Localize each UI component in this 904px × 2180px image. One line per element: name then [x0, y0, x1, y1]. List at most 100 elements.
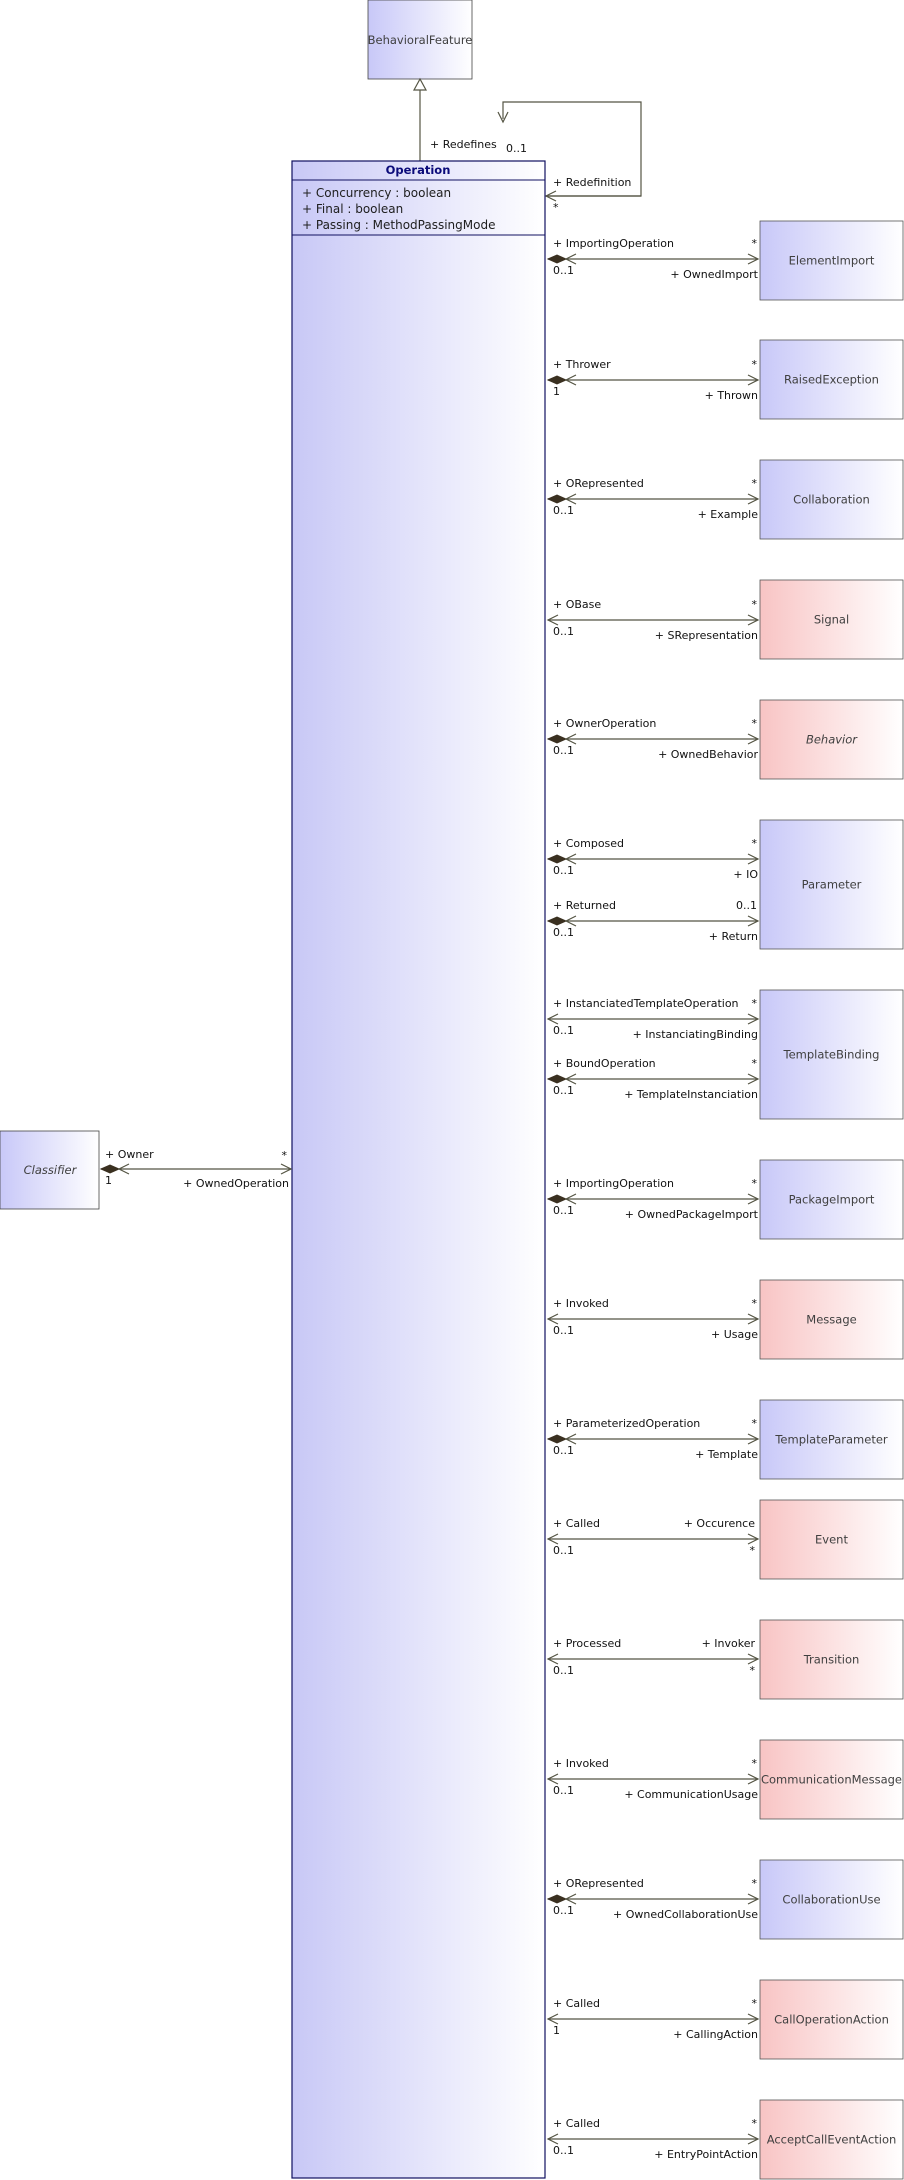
signal-name: Signal [814, 613, 849, 627]
near-multiplicity: 0..1 [553, 1204, 574, 1217]
acceptcalleventaction-class[interactable]: AcceptCallEventAction [759, 2099, 904, 2180]
calloperationaction-class[interactable]: CallOperationAction [759, 1979, 904, 2060]
far-arrowhead [747, 853, 760, 865]
communicationmessage-class[interactable]: CommunicationMessage [759, 1739, 904, 1820]
composite-diamond [546, 494, 568, 504]
association-raisedexception-1: + Thrower 1 * + Thrown [546, 358, 760, 402]
composite-diamond [546, 375, 568, 385]
far-multiplicity: * [752, 598, 758, 611]
redefinition-role: + Redefinition [553, 176, 631, 189]
near-arrowhead [546, 1773, 559, 1785]
classifier-owner-role: + Owner [105, 1148, 154, 1161]
far-multiplicity: * [752, 997, 758, 1010]
far-role: + OwnedPackageImport [625, 1208, 759, 1221]
far-role: + OwnedBehavior [658, 748, 758, 761]
attribute-final: + Final : boolean [302, 202, 403, 216]
far-multiplicity: * [752, 1177, 758, 1190]
near-role: + OBase [553, 598, 601, 611]
association-templatebinding-7: + InstanciatedTemplateOperation 0..1 * + In… [546, 997, 760, 1041]
near-multiplicity: 0..1 [553, 864, 574, 877]
signal-class[interactable]: Signal [759, 579, 904, 660]
near-multiplicity: 0..1 [553, 744, 574, 757]
far-arrowhead [747, 1433, 760, 1445]
far-role: + EntryPointAction [654, 2148, 758, 2161]
far-arrowhead [747, 253, 760, 265]
near-multiplicity: 0..1 [553, 1324, 574, 1337]
templateparameter-name: TemplateParameter [774, 1433, 888, 1447]
templatebinding-class[interactable]: TemplateBinding [759, 989, 904, 1120]
far-role: + CommunicationUsage [624, 1788, 758, 1801]
templateparameter-class[interactable]: TemplateParameter [759, 1399, 904, 1480]
behavioralfeature-name: BehavioralFeature [368, 33, 473, 47]
near-multiplicity: 0..1 [553, 1444, 574, 1457]
collaborationuse-class[interactable]: CollaborationUse [759, 1859, 904, 1940]
message-box [759, 1279, 904, 1360]
transition-box [759, 1619, 904, 1700]
redefines-mult: 0..1 [506, 142, 527, 155]
far-multiplicity: * [752, 358, 758, 371]
raisedexception-class[interactable]: RaisedException [759, 339, 904, 420]
association-event-12: + Called 0..1 + Occurence * [546, 1517, 760, 1557]
acceptcalleventaction-box [759, 2099, 904, 2180]
near-multiplicity: 0..1 [553, 2144, 574, 2157]
behavioralfeature-class[interactable]: BehavioralFeature [367, 0, 473, 80]
far-arrowhead [747, 1653, 760, 1665]
elementimport-class[interactable]: ElementImport [759, 220, 904, 301]
near-arrowhead [564, 374, 577, 386]
near-arrowhead [564, 853, 577, 865]
composite-diamond [546, 916, 568, 926]
message-class[interactable]: Message [759, 1279, 904, 1360]
far-multiplicity: * [752, 1057, 758, 1070]
event-name: Event [815, 1533, 848, 1547]
near-arrowhead [564, 1073, 577, 1085]
attribute-concurrency: + Concurrency : boolean [302, 186, 451, 200]
far-multiplicity: * [752, 1757, 758, 1770]
near-multiplicity: 0..1 [553, 1784, 574, 1797]
signal-box [759, 579, 904, 660]
far-arrowhead [747, 614, 760, 626]
far-role: + Invoker [702, 1637, 756, 1650]
near-arrowhead [546, 1533, 559, 1545]
classifier-class[interactable]: Classifier [0, 1130, 100, 1210]
association-behavior-4: + OwnerOperation 0..1 * + OwnedBehavior [546, 717, 760, 761]
communicationmessage-box [759, 1739, 904, 1820]
near-multiplicity: 0..1 [553, 926, 574, 939]
near-role: + Thrower [553, 358, 611, 371]
near-multiplicity: 0..1 [553, 1024, 574, 1037]
far-arrowhead [747, 1773, 760, 1785]
association-acceptcalleventaction-17: + Called 0..1 * + EntryPointAction [546, 2117, 760, 2161]
composite-diamond [546, 734, 568, 744]
collaborationuse-name: CollaborationUse [782, 1893, 880, 1907]
near-arrowhead [546, 1013, 559, 1025]
near-role: + ImportingOperation [553, 237, 674, 250]
operation-class[interactable]: Operation + Concurrency : boolean + Fina… [291, 160, 546, 2179]
association-elementimport-0: + ImportingOperation 0..1 * + OwnedImport [546, 237, 760, 281]
classifier-ownedoperation-mult: * [282, 1149, 288, 1162]
templatebinding-box [759, 989, 904, 1120]
parameter-class[interactable]: Parameter [759, 819, 904, 950]
collaboration-class[interactable]: Collaboration [759, 459, 904, 540]
near-multiplicity: 0..1 [553, 1084, 574, 1097]
near-role: + Returned [553, 899, 616, 912]
association-collaborationuse-15: + ORepresented 0..1 * + OwnedCollaborationU… [546, 1877, 760, 1921]
composite-diamond [546, 254, 568, 264]
near-multiplicity: 0..1 [553, 264, 574, 277]
behavior-box [759, 699, 904, 780]
far-role: + Example [698, 508, 759, 521]
event-class[interactable]: Event [759, 1499, 904, 1580]
parameter-name: Parameter [802, 878, 862, 892]
collaboration-name: Collaboration [793, 493, 870, 507]
transition-class[interactable]: Transition [759, 1619, 904, 1700]
composite-diamond [546, 854, 568, 864]
elementimport-box [759, 220, 904, 301]
composite-diamond [546, 1434, 568, 1444]
composite-diamond [546, 1194, 568, 1204]
behavior-class[interactable]: Behavior [759, 699, 904, 780]
raisedexception-name: RaisedException [784, 373, 879, 387]
classifier-name: Classifier [24, 1163, 78, 1177]
association-transition-13: + Processed 0..1 + Invoker * [546, 1637, 760, 1677]
near-arrowhead [546, 2133, 559, 2145]
packageimport-class[interactable]: PackageImport [759, 1159, 904, 1240]
association-templateparameter-11: + ParameterizedOperation 0..1 * + Template [546, 1417, 760, 1461]
association-packageimport-9: + ImportingOperation 0..1 * + OwnedPackageI… [546, 1177, 760, 1221]
